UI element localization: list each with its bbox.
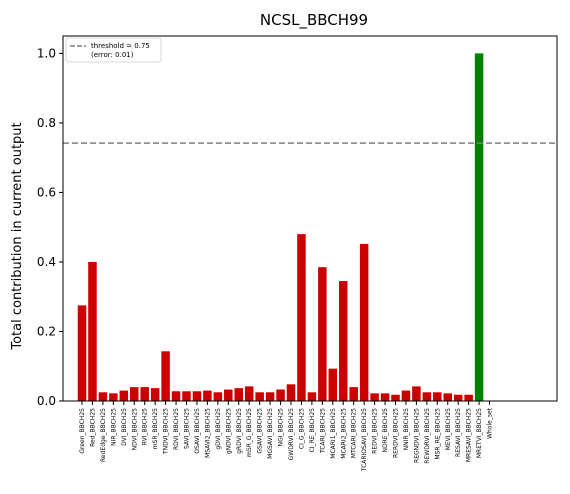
x-tick-label: GSAVI_BBCH25	[257, 408, 264, 454]
x-tick-label: Green_BBCH25	[79, 408, 86, 454]
bars	[77, 53, 484, 401]
x-tick-label: NNIR_BBCH25	[403, 408, 410, 451]
x-tick-label: NDRE_BBCH25	[382, 408, 389, 453]
y-tick-label: 0.0	[37, 394, 56, 408]
bar-NIR_BBCH25	[109, 393, 118, 401]
x-tick-label: MSR_RE_BBCH25	[434, 408, 441, 460]
x-ticks: Green_BBCH25 Red_BBCH25 RedEdge_BBCH25 NIR_…	[79, 401, 494, 472]
bar-MCARI1_BBCH25	[328, 368, 338, 401]
bar-gNDVI_BBCH25	[224, 389, 233, 401]
y-axis: 0.0 0.2 0.4 0.6 0.8 1.0	[37, 46, 63, 408]
y-axis-label: Total contribution in current output	[10, 122, 25, 350]
legend-threshold-error: (error: 0.01)	[91, 51, 134, 59]
bar-TCARI_BBCH25	[318, 267, 327, 401]
bar-GWDRVI_BBCH25	[286, 384, 296, 401]
x-tick-label: MCARI1_BBCH25	[330, 408, 337, 459]
bar-RESAVI_BBCH25	[453, 394, 463, 401]
y-tick-label: 1.0	[37, 46, 56, 60]
bar-REWDRVI_BBCH25	[422, 392, 432, 401]
x-tick-label: RedEdge_BBCH25	[100, 408, 107, 462]
bar-mSR_BBCH25	[150, 388, 160, 401]
bar-MSAVI2_BBCH25	[203, 390, 212, 401]
x-tick-label: Red_BBCH25	[89, 408, 96, 447]
x-tick-label: MTCARI_BBCH25	[351, 408, 358, 458]
bar-TNDVI_BBCH25	[161, 351, 170, 401]
x-tick-label: REWDRVI_BBCH25	[424, 408, 431, 464]
bar-gDVI_BBCH25	[213, 392, 223, 401]
bar-MTCARI_BBCH25	[349, 387, 358, 401]
bar-OSAVI_BBCH25	[192, 391, 202, 401]
x-tick-label: gDVI_BBCH25	[215, 408, 222, 450]
x-tick-label: RERDVI_BBCH25	[393, 408, 400, 458]
bar-RVI_BBCH25	[140, 387, 149, 401]
bar-RERDVI_BBCH25	[391, 394, 400, 401]
bar-MGSAVI_BBCH25	[265, 392, 275, 401]
x-tick-label: DVI_BBCH25	[121, 408, 128, 446]
y-tick-label: 0.6	[37, 185, 56, 199]
x-tick-label: MSAVI2_BBCH25	[204, 408, 211, 458]
legend: threshold = 0.75 (error: 0.01)	[65, 37, 162, 63]
x-tick-label: NGI_BBCH25	[278, 408, 285, 447]
x-tick-label: MRESAVI_BBCH25	[466, 408, 473, 462]
x-tick-label: Whole_set	[487, 407, 494, 439]
x-tick-label: GWDRVI_BBCH25	[288, 408, 295, 461]
bar-NDRE_BBCH25	[380, 393, 390, 401]
x-tick-label: gNDVI_BBCH25	[225, 408, 232, 454]
legend-box	[65, 37, 162, 63]
bar-DVI_BBCH25	[119, 390, 129, 401]
bar-CI_G_BBCH25	[297, 234, 306, 401]
x-tick-label: RDVI_BBCH25	[173, 408, 180, 450]
bar-SAVI_BBCH25	[182, 391, 191, 401]
x-tick-label: MRETVI_BBCH25	[476, 408, 483, 458]
bar-gRDVI_BBCH25	[234, 388, 243, 401]
bar-REGNDVI_BBCH25	[412, 386, 421, 401]
bar-RDVI_BBCH25	[171, 391, 181, 401]
x-tick-label: MGSAVI_BBCH25	[267, 408, 274, 459]
y-tick-label: 0.4	[37, 255, 56, 269]
x-tick-label: mSR_BBCH25	[152, 408, 159, 449]
x-tick-label: MEVI_BBCH25	[445, 408, 452, 450]
x-tick-label: CI_G_BBCH25	[298, 408, 305, 449]
bar-Green_BBCH25	[77, 305, 87, 401]
bar-CI_RE_BBCH25	[307, 392, 317, 401]
bar-MRETVI_BBCH25	[474, 53, 484, 401]
bar-REDVI_BBCH25	[370, 393, 379, 401]
x-tick-label: mSR_G_BBCH25	[246, 408, 253, 457]
x-tick-label: CI_RE_BBCH25	[309, 408, 316, 453]
x-tick-label: TNDVI_BBCH25	[163, 408, 170, 455]
y-ticks: 0.0 0.2 0.4 0.6 0.8 1.0	[37, 46, 63, 408]
x-tick-label: NDVI_BBCH25	[131, 408, 138, 451]
x-tick-label: RVI_BBCH25	[142, 408, 149, 445]
chart-title: NCSL_BBCH99	[260, 11, 368, 30]
bar-NNIR_BBCH25	[401, 390, 411, 401]
x-tick-label: OSAVI_BBCH25	[194, 408, 201, 454]
x-tick-label: MCARI2_BBCH25	[340, 408, 347, 459]
plot-frame	[62, 35, 558, 402]
bar-MSR_RE_BBCH25	[433, 392, 442, 401]
bar-TCARIOSAVI_BBCH25	[359, 243, 369, 401]
x-tick-label: SAVI_BBCH25	[184, 408, 191, 449]
x-tick-label: REGNDVI_BBCH25	[413, 408, 420, 463]
y-tick-label: 0.8	[37, 116, 56, 130]
bar-Red_BBCH25	[88, 261, 97, 401]
x-tick-label: NIR_BBCH25	[110, 408, 117, 446]
x-tick-label: gRDVI_BBCH25	[236, 408, 243, 454]
bar-MRESAVI_BBCH25	[464, 394, 473, 401]
bar-RedEdge_BBCH25	[98, 392, 108, 401]
bar-MEVI_BBCH25	[443, 393, 452, 401]
y-tick-label: 0.2	[37, 324, 56, 338]
bar-MCARI2_BBCH25	[339, 281, 348, 401]
x-tick-label: REDVI_BBCH25	[372, 408, 379, 454]
bar-NGI_BBCH25	[276, 389, 285, 401]
legend-threshold-label: threshold = 0.75	[91, 42, 150, 50]
x-tick-label: TCARI_BBCH25	[319, 408, 326, 454]
bar-GSAVI_BBCH25	[255, 392, 264, 401]
x-tick-label: TCARIOSAVI_BBCH25	[361, 408, 368, 472]
x-tick-label: RESAVI_BBCH25	[455, 408, 462, 457]
bar-NDVI_BBCH25	[130, 387, 139, 401]
bar-mSR_G_BBCH25	[244, 386, 254, 401]
